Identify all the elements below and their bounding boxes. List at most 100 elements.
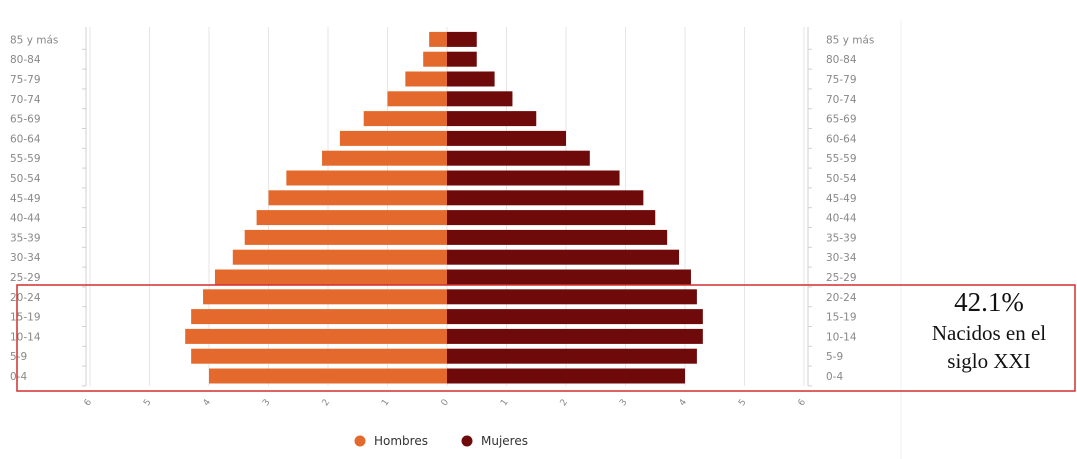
age-label-right: 10-14 [826, 331, 857, 343]
x-tick-label: 1 [380, 398, 391, 408]
age-label-right: 45-49 [826, 193, 857, 205]
age-label-left: 80-84 [10, 54, 41, 66]
x-tick-label: 3 [261, 398, 272, 408]
bar-hombres [185, 328, 447, 344]
x-tick-label: 6 [797, 397, 809, 408]
age-label-left: 55-59 [10, 153, 41, 165]
age-label-right: 80-84 [826, 54, 857, 66]
bar-mujeres [447, 71, 495, 87]
x-tick-label: 3 [618, 398, 629, 408]
bar-mujeres [447, 111, 537, 127]
age-label-right: 85 y más [826, 34, 874, 46]
bar-mujeres [447, 269, 691, 285]
age-label-right: 55-59 [826, 153, 857, 165]
age-label-right: 5-9 [826, 351, 843, 363]
age-label-right: 40-44 [826, 213, 857, 225]
bar-mujeres [447, 249, 680, 265]
bar-hombres [256, 210, 447, 226]
age-label-left: 60-64 [10, 133, 41, 145]
bar-hombres [191, 309, 447, 325]
age-label-right: 35-39 [826, 232, 857, 244]
legend-label-hombres: Hombres [374, 434, 428, 448]
bar-mujeres [447, 348, 697, 364]
age-label-left: 0-4 [10, 371, 27, 383]
x-tick-label: 0 [440, 397, 452, 408]
bar-hombres [405, 71, 447, 87]
x-tick-label: 4 [202, 397, 214, 408]
age-label-left: 25-29 [10, 272, 41, 284]
x-tick-label: 4 [678, 397, 690, 408]
x-tick-label: 1 [499, 398, 510, 408]
bar-hombres [387, 91, 447, 107]
bar-hombres [339, 130, 447, 146]
age-label-right: 50-54 [826, 173, 857, 185]
age-label-left: 30-34 [10, 252, 41, 264]
age-label-left: 20-24 [10, 292, 41, 304]
bar-hombres [232, 249, 447, 265]
bar-hombres [429, 31, 447, 47]
age-label-right: 75-79 [826, 74, 857, 86]
age-label-left: 35-39 [10, 232, 41, 244]
bar-mujeres [447, 210, 656, 226]
age-label-right: 70-74 [826, 94, 857, 106]
age-label-left: 15-19 [10, 312, 41, 324]
x-tick-label: 5 [142, 398, 153, 408]
age-label-right: 25-29 [826, 272, 857, 284]
age-label-left: 50-54 [10, 173, 41, 185]
age-label-left: 70-74 [10, 94, 41, 106]
age-label-right: 15-19 [826, 312, 857, 324]
age-label-left: 45-49 [10, 193, 41, 205]
bar-mujeres [447, 190, 644, 206]
annotation-percent: 42.1% [954, 287, 1024, 317]
bar-hombres [191, 348, 447, 364]
bar-hombres [268, 190, 447, 206]
bar-mujeres [447, 130, 566, 146]
bar-mujeres [447, 328, 703, 344]
age-label-left: 10-14 [10, 331, 41, 343]
age-label-right: 65-69 [826, 114, 857, 126]
bar-hombres [286, 170, 447, 186]
highlight-box [16, 284, 1076, 392]
legend-label-mujeres: Mujeres [481, 434, 528, 448]
age-label-right: 30-34 [826, 252, 857, 264]
age-label-left: 85 y más [10, 34, 58, 46]
x-tick-label: 2 [559, 398, 570, 408]
bar-mujeres [447, 51, 477, 67]
age-label-left: 5-9 [10, 351, 27, 363]
bar-mujeres [447, 309, 703, 325]
x-tick-label: 6 [83, 397, 95, 408]
age-label-right: 0-4 [826, 371, 843, 383]
age-label-left: 75-79 [10, 74, 41, 86]
bar-hombres [363, 111, 447, 127]
gridlines [89, 27, 805, 386]
bar-mujeres [447, 91, 513, 107]
bar-mujeres [447, 289, 697, 305]
x-tick-label: 2 [321, 398, 332, 408]
x-tick-label: 5 [737, 398, 748, 408]
legend-item-hombres: Hombres [354, 434, 428, 448]
bar-hombres [214, 269, 447, 285]
bar-hombres [423, 51, 447, 67]
bar-hombres [203, 289, 447, 305]
age-label-right: 20-24 [826, 292, 857, 304]
legend-swatch-hombres [354, 435, 366, 447]
x-axis-ticks: 6 5 4 3 2 1 0 1 2 3 4 5 6 [83, 397, 809, 408]
bar-hombres [322, 150, 447, 166]
bars [185, 31, 703, 384]
right-age-axis: 0-4 5-9 10-14 15-19 20-24 25-29 30-34 35-39 40-4… [807, 27, 874, 387]
bar-hombres [209, 368, 447, 384]
bar-mujeres [447, 150, 590, 166]
highlight-annotation: 42.1% Nacidos en el siglo XXI [903, 285, 1075, 375]
age-label-left: 65-69 [10, 114, 41, 126]
bar-mujeres [447, 229, 668, 245]
bar-mujeres [447, 170, 620, 186]
legend-swatch-mujeres [461, 435, 473, 447]
age-label-left: 40-44 [10, 213, 41, 225]
age-label-right: 60-64 [826, 133, 857, 145]
legend-item-mujeres: Mujeres [461, 434, 528, 448]
annotation-line-1: Nacidos en el [931, 321, 1047, 345]
annotation-line-2: siglo XXI [947, 349, 1031, 373]
bar-mujeres [447, 31, 477, 47]
